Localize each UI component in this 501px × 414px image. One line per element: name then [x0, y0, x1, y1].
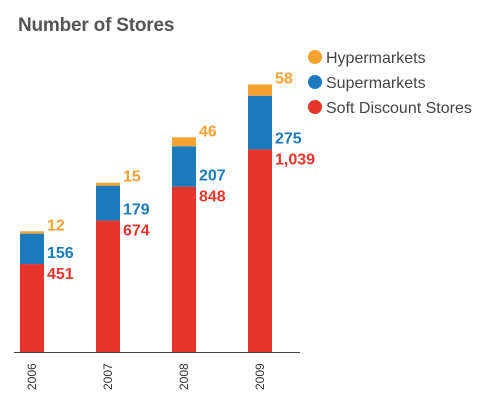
- bar-supermarkets-2007: [96, 185, 120, 221]
- legend-marker-soft-discount-stores: [308, 100, 322, 114]
- x-tick-label-2006: 2006: [25, 363, 39, 390]
- value-label-hypermarkets-2007: 15: [123, 169, 141, 186]
- bar-soft-discount-stores-2009: [248, 149, 272, 352]
- value-label-supermarkets-2006: 156: [47, 245, 74, 262]
- bars-layer: [20, 84, 272, 352]
- legend-label-supermarkets: Supermarkets: [326, 75, 426, 92]
- bar-supermarkets-2006: [20, 233, 44, 265]
- value-label-soft-discount-stores-2006: 451: [47, 266, 74, 283]
- legend-label-hypermarkets: Hypermarkets: [326, 50, 426, 67]
- chart-title: Number of Stores: [18, 15, 175, 36]
- value-label-hypermarkets-2008: 46: [199, 123, 217, 140]
- legend-marker-supermarkets: [308, 75, 322, 89]
- value-label-soft-discount-stores-2008: 848: [199, 189, 226, 206]
- legend-marker-hypermarkets: [308, 50, 322, 64]
- value-label-supermarkets-2009: 275: [275, 130, 302, 147]
- x-tick-label-2008: 2008: [177, 363, 191, 390]
- bar-hypermarkets-2007: [96, 182, 120, 186]
- bar-soft-discount-stores-2006: [20, 264, 44, 352]
- value-label-hypermarkets-2009: 58: [275, 70, 293, 87]
- value-label-soft-discount-stores-2007: 674: [123, 223, 150, 240]
- x-tick-labels: 2006 2007 2008 2009: [25, 363, 267, 390]
- value-labels-layer: 451 156 12 674 179 15 848 207 46 1,039 275 58: [47, 70, 315, 283]
- value-label-supermarkets-2008: 207: [199, 168, 226, 185]
- bar-soft-discount-stores-2008: [172, 186, 196, 352]
- x-tick-label-2007: 2007: [101, 363, 115, 390]
- bar-hypermarkets-2009: [248, 84, 272, 96]
- legend-label-soft-discount-stores: Soft Discount Stores: [326, 100, 472, 117]
- x-tick-label-2009: 2009: [253, 363, 267, 390]
- value-label-hypermarkets-2006: 12: [47, 217, 65, 234]
- bar-soft-discount-stores-2007: [96, 220, 120, 352]
- value-label-supermarkets-2007: 179: [123, 202, 150, 219]
- value-label-soft-discount-stores-2009: 1,039: [275, 151, 315, 168]
- bar-supermarkets-2009: [248, 95, 272, 150]
- bar-hypermarkets-2008: [172, 137, 196, 147]
- legend: Hypermarkets Supermarkets Soft Discount St…: [308, 50, 472, 117]
- bar-supermarkets-2008: [172, 146, 196, 187]
- bar-hypermarkets-2006: [20, 231, 44, 234]
